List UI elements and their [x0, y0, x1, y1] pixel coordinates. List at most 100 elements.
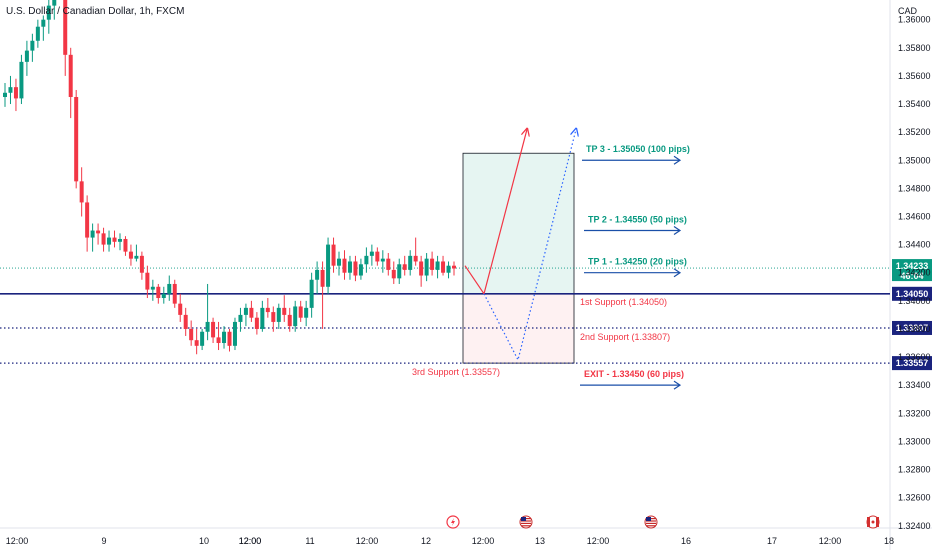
price-axis[interactable]: 1.36000 1.35800 1.35600 1.35400 1.35200 1.350…: [898, 15, 931, 531]
support-label: 3rd Support (1.33557): [412, 367, 500, 377]
us-flag-canton: [646, 517, 651, 521]
price-tick-label: 1.34200: [898, 268, 931, 278]
candle-body: [145, 272, 150, 290]
us-flag-canton: [521, 517, 526, 521]
candle-body: [194, 340, 199, 346]
candle-body: [200, 331, 205, 346]
price-tick-label: 1.32600: [898, 493, 931, 503]
ca-flag-icon[interactable]: [866, 515, 880, 529]
candle-body: [397, 264, 402, 279]
candle-body: [402, 264, 407, 270]
price-tick-label: 1.33000: [898, 436, 931, 446]
support-label: 2nd Support (1.33807): [580, 332, 670, 342]
candle-body: [222, 331, 227, 344]
target-label-group[interactable]: TP 2 - 1.34550 (50 pips): [584, 215, 687, 236]
target-label-group[interactable]: EXIT - 1.33450 (60 pips): [580, 369, 684, 390]
time-tick-label: 13: [535, 536, 545, 546]
time-tick-label: 10: [199, 536, 209, 546]
price-tick-label: 1.33200: [898, 408, 931, 418]
support-price-box: [892, 320, 932, 335]
bolt-icon[interactable]: [446, 515, 460, 529]
blue-projection-arrow[interactable]: [483, 129, 576, 362]
price-tick-label: 1.32400: [898, 521, 931, 531]
candle-body: [13, 87, 18, 99]
time-tick-label: 12: [421, 536, 431, 546]
projection-arrows[interactable]: [464, 129, 576, 362]
candle-body: [112, 237, 117, 242]
time-tick-label: 18: [884, 536, 894, 546]
candle-body: [189, 328, 194, 341]
event-icons[interactable]: [446, 515, 880, 529]
time-tick-label: 12:00: [239, 536, 262, 546]
candle-body: [331, 244, 336, 266]
candle-body: [282, 307, 287, 315]
candle-body: [172, 283, 177, 304]
candle-body: [85, 202, 90, 238]
time-tick-label: 12:00: [239, 536, 262, 546]
candle-body: [342, 258, 347, 273]
ca-flag-band-left: [867, 517, 870, 527]
candle-body: [386, 258, 391, 270]
time-axis[interactable]: 12:00 9 12:00 10 12:00 11 12:00 12 12:00 13 12:00 1…: [6, 536, 894, 546]
candle-body: [364, 255, 369, 265]
target-label: TP 3 - 1.35050 (100 pips): [586, 144, 690, 154]
candle-body: [391, 269, 396, 279]
price-tick-label: 1.32800: [898, 465, 931, 475]
candle-body: [46, 5, 51, 20]
ca-flag-band-right: [876, 517, 879, 527]
candle-body: [232, 321, 237, 346]
candle-body: [424, 258, 429, 276]
candle-body: [243, 307, 248, 315]
time-tick-label: 12:00: [819, 536, 842, 546]
support-price-label: 1.34050: [896, 289, 929, 299]
support-price-box: [892, 356, 932, 371]
time-tick-label: 11: [305, 536, 314, 546]
candle-body: [68, 54, 73, 98]
price-tick-label: 1.33400: [898, 380, 931, 390]
candle-body: [128, 251, 133, 259]
time-tick-label: 17: [767, 536, 777, 546]
candle-body: [216, 337, 221, 344]
candle-body: [117, 238, 122, 242]
candle-body: [96, 230, 101, 234]
target-arrow-head: [673, 268, 682, 278]
profit-zone[interactable]: [462, 152, 575, 295]
candle-body: [205, 321, 210, 332]
candle-body: [369, 251, 374, 256]
candle-body: [161, 293, 166, 299]
candle-body: [315, 269, 320, 280]
target-arrow-head: [673, 226, 682, 236]
price-tick-label: 1.33600: [898, 352, 931, 362]
target-label-group[interactable]: TP 3 - 1.35050 (100 pips): [582, 144, 690, 165]
candle-body: [90, 230, 95, 238]
long-position-box[interactable]: [462, 152, 575, 364]
candle-body: [211, 321, 216, 338]
price-tick-label: 1.35000: [898, 155, 931, 165]
target-label: TP 2 - 1.34550 (50 pips): [588, 215, 687, 225]
us-flag-icon[interactable]: [519, 515, 533, 529]
candle-body: [408, 255, 413, 270]
target-labels[interactable]: TP 3 - 1.35050 (100 pips) TP 2 - 1.34550 …: [580, 144, 690, 390]
candle-body: [156, 286, 161, 299]
candle-body: [74, 97, 79, 182]
candle-body: [309, 279, 314, 308]
target-arrow-head: [673, 155, 682, 165]
price-tick-label: 1.33800: [898, 324, 931, 334]
candle-body: [271, 312, 276, 322]
candlestick-series: [3, 0, 456, 355]
candle-body: [63, 0, 68, 55]
candle-body: [304, 307, 309, 318]
candle-body: [19, 61, 24, 99]
price-tick-label: 1.35800: [898, 43, 931, 53]
target-label: EXIT - 1.33450 (60 pips): [584, 369, 684, 379]
target-label-group[interactable]: TP 1 - 1.34250 (20 pips): [584, 257, 687, 278]
candle-body: [24, 50, 29, 62]
candle-body: [298, 306, 303, 318]
candle-body: [150, 286, 155, 290]
candle-body: [30, 40, 35, 51]
us-flag-icon[interactable]: [644, 515, 658, 529]
candle-body: [320, 269, 325, 287]
support-levels[interactable]: 1st Support (1.34050) 1.34050 2nd Support …: [0, 259, 932, 377]
